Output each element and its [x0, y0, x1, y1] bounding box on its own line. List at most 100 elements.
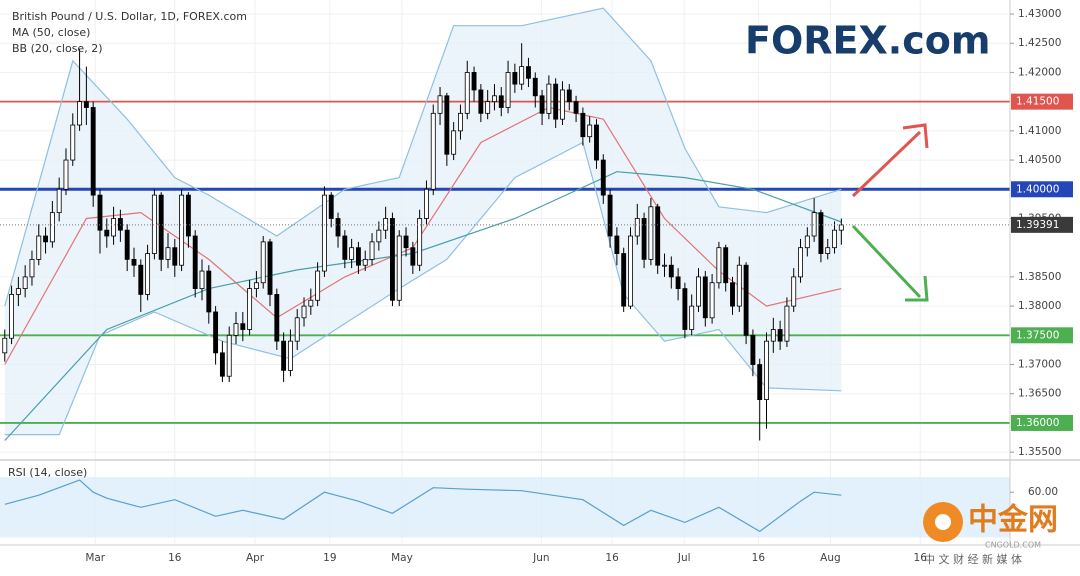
candle-body	[702, 276, 708, 319]
candle-body	[430, 112, 436, 190]
candle	[553, 78, 559, 128]
candle	[247, 279, 253, 336]
candle	[199, 259, 205, 301]
candle	[471, 66, 477, 102]
candle-body	[628, 235, 633, 307]
candle-body	[253, 282, 259, 289]
candle-body	[131, 258, 137, 266]
candle-body	[267, 241, 273, 295]
candle-body	[655, 206, 661, 266]
candle-body	[77, 101, 83, 126]
level-label: 1.41500	[1016, 96, 1059, 108]
candle	[702, 271, 708, 327]
candle	[587, 116, 593, 143]
candle-body	[185, 194, 191, 237]
candle-body	[505, 72, 511, 108]
candle	[743, 262, 749, 345]
y-tick-label: 1.38000	[1018, 300, 1061, 312]
candle	[342, 230, 348, 269]
candle-body	[335, 218, 341, 237]
candle	[9, 285, 15, 345]
candle-body	[417, 218, 423, 266]
candle-body	[641, 218, 647, 260]
level-label-box	[1011, 93, 1073, 110]
candle-body	[600, 159, 606, 196]
x-tick-label: 16	[168, 552, 182, 564]
level-label-box	[1011, 327, 1073, 344]
candle	[417, 209, 423, 272]
candle	[321, 186, 327, 277]
candle	[621, 247, 627, 312]
candle	[403, 227, 409, 257]
candle-body	[485, 101, 491, 114]
candle-body	[22, 276, 28, 289]
candle-body	[798, 247, 803, 278]
candle	[240, 311, 246, 342]
candle	[287, 329, 293, 377]
level-label: 1.37500	[1016, 329, 1059, 341]
candle	[63, 148, 69, 196]
candle-body	[546, 83, 552, 114]
candle	[424, 180, 429, 225]
candle-body	[192, 235, 198, 289]
candle	[213, 306, 219, 365]
candle	[498, 87, 504, 117]
candle-body	[709, 282, 715, 319]
candle-body	[396, 235, 402, 301]
candle-body	[158, 194, 164, 260]
candle	[151, 189, 157, 260]
candle-body	[213, 311, 219, 354]
candle-body	[825, 247, 831, 254]
candle	[260, 236, 266, 289]
candle-body	[668, 264, 674, 278]
candle-body	[179, 194, 185, 266]
candle-body	[594, 124, 599, 161]
candle-body	[172, 247, 178, 266]
candle	[97, 189, 103, 254]
candle	[478, 84, 484, 123]
candle	[145, 244, 151, 301]
candle-body	[308, 299, 314, 307]
y-tick-label: 1.41000	[1018, 125, 1061, 137]
candle-body	[716, 247, 722, 284]
candle	[253, 271, 259, 298]
candle	[798, 238, 803, 283]
candle	[736, 256, 742, 312]
plot	[0, 7, 1010, 538]
candle-body	[315, 270, 321, 301]
candle	[117, 209, 123, 242]
candle-body	[560, 89, 565, 120]
watermark-name: 中金网	[968, 503, 1058, 538]
x-tick-label: Apr	[246, 552, 265, 564]
candle	[594, 119, 599, 169]
candle-body	[301, 305, 307, 319]
candle-body	[9, 294, 15, 339]
candle-body	[36, 235, 42, 260]
candle-body	[458, 112, 463, 132]
candle-body	[532, 77, 538, 97]
x-tick-label: Mar	[85, 552, 105, 564]
candle	[689, 294, 695, 336]
candle	[328, 192, 334, 228]
candle	[716, 241, 722, 289]
candle	[233, 311, 239, 345]
candle	[192, 230, 198, 298]
candle	[444, 92, 450, 166]
candle-body	[287, 340, 293, 371]
x-tick-label: Jul	[677, 552, 691, 564]
candle	[757, 358, 763, 441]
candle	[219, 341, 225, 383]
candle-body	[328, 194, 334, 219]
candle-body	[369, 241, 375, 260]
candle-body	[219, 352, 225, 377]
candle-body	[97, 194, 103, 231]
indicator-line	[4, 141, 842, 436]
candle	[36, 224, 42, 266]
candle	[43, 227, 49, 254]
candle	[389, 212, 395, 307]
candle	[791, 268, 797, 312]
candle-body	[389, 218, 395, 301]
candle	[648, 198, 654, 266]
candle	[546, 75, 552, 120]
candle-body	[730, 282, 735, 307]
